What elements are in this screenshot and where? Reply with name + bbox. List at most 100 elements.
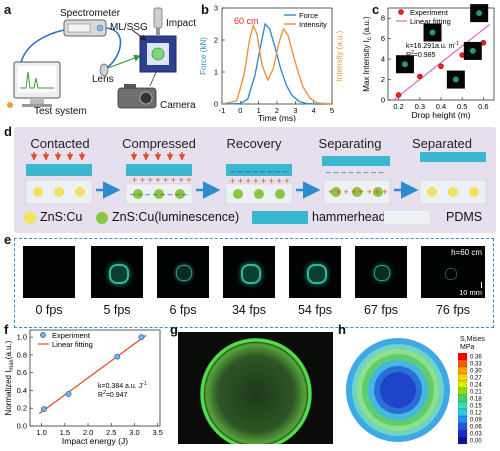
y-tick-label: 2: [214, 36, 218, 45]
panel-d-letter: d: [4, 124, 12, 139]
y-tick-label: 4: [381, 55, 385, 64]
y-axis-label-right: Intensity (a.u.): [335, 30, 344, 81]
camera-line: [149, 71, 157, 87]
y-tick-label: 0.0: [17, 422, 27, 431]
colorbar-bin: [458, 387, 468, 396]
inset-luminescence-spot: [401, 61, 408, 68]
colorbar-bin: [458, 359, 468, 368]
x-tick-label: 2: [275, 106, 279, 115]
x-tick-label: 1.5: [60, 428, 70, 437]
y-tick-label: 1: [214, 68, 218, 77]
stage-compressed: Compressed: [122, 136, 196, 151]
stress-colorbar: 0.360.330.300.270.240.210.180.150.120.09…: [458, 353, 482, 445]
y-tick-label: 0: [214, 100, 218, 109]
x-tick-label: 5: [330, 106, 334, 115]
stage-1-graphic: [25, 152, 93, 205]
series-line-intensity: [221, 23, 333, 105]
colorbar-tick-label: 0.30: [470, 369, 482, 375]
x-tick-label: 0.3: [415, 102, 425, 111]
stage-5-graphic: [419, 152, 487, 205]
label-camera: Camera: [160, 100, 196, 111]
data-point: [114, 353, 121, 360]
x-tick-label: 2.0: [83, 428, 93, 437]
legend-label: Force: [299, 11, 318, 20]
mechanism-stages-diagram: + + + + + + + + – – – – – – – – – – – – …: [25, 152, 487, 205]
experimental-setup-schematic: [7, 7, 177, 109]
label-impact: Impact: [166, 18, 197, 29]
legend-label: Linear fitting: [52, 340, 93, 349]
legend-label: Experiment: [52, 331, 91, 340]
svg-text:– – – – – – – –: – – – – – – – –: [230, 166, 288, 176]
x-tick-label: 1.0: [36, 428, 46, 437]
x-tick-label: 0.2: [393, 102, 403, 111]
legend-zns-cu-label: ZnS:Cu: [40, 210, 83, 224]
legend-marker: [40, 332, 46, 338]
frame-0fps: [23, 246, 75, 298]
colorbar-tick-label: 0.27: [470, 376, 482, 382]
scale-bar: [481, 282, 482, 288]
label-test-system: Test system: [34, 106, 87, 117]
y-tick-label: 3: [214, 4, 218, 13]
frame-label-0: 0 fps: [35, 303, 63, 317]
spectrometer-icon: [63, 19, 107, 37]
panel-a-letter: a: [4, 2, 12, 17]
colorbar-tick-label: 0.24: [470, 383, 482, 389]
x-tick-label: -1: [219, 106, 226, 115]
colorbar-bin: [458, 429, 468, 438]
y-tick-label: 2: [381, 75, 385, 84]
y-axis-label-left: Force (kN): [199, 37, 208, 75]
colorbar-tick-label: 0.36: [470, 355, 482, 361]
colorbar-bin: [458, 415, 468, 424]
data-point: [438, 63, 444, 70]
legend-pdms-swatch: [384, 211, 430, 224]
data-point: [395, 92, 402, 98]
x-tick-label: 2.5: [106, 428, 116, 437]
inset-luminescence-spot: [469, 47, 476, 54]
intensity-vs-height-chart: 0.2 0.3 0.4 0.5 0.6 0 2 4 6 8 Drop height (m) Max I…: [362, 4, 495, 120]
fit-r2-annotation: R2=0.947: [98, 390, 128, 399]
frame-34fps: [223, 246, 275, 298]
test-system-monitor-icon: [7, 61, 61, 108]
svg-text:– – – – – – – –: – – – – – – – –: [326, 167, 384, 177]
frame-label-1: 5 fps: [103, 303, 131, 317]
frame-5fps: [91, 246, 143, 298]
legend-zns-cu-lum-label: ZnS:Cu(luminescence): [112, 210, 240, 224]
colorbar-bin: [458, 380, 468, 389]
x-tick-label: 3.0: [129, 428, 139, 437]
frame-label-2: 6 fps: [169, 303, 197, 317]
svg-text:+ + + + + + + +: + + + + + + + +: [230, 176, 290, 186]
colorbar-tick-label: 0.15: [470, 404, 482, 410]
data-point: [40, 406, 47, 413]
panel-b-letter: b: [201, 2, 209, 17]
y-tick-label: 0.4: [17, 386, 27, 395]
data-point: [417, 73, 423, 80]
stage-separating: Separating: [318, 136, 382, 151]
panel-h-letter: h: [338, 322, 346, 337]
frame-label-4: 54 fps: [297, 303, 333, 317]
colorbar-title-line-2: MPa: [460, 344, 475, 351]
stage-2-graphic: + + + + + + + + – – – – – – – –: [125, 152, 193, 205]
stage-4-graphic: – – – – – – – – + + + + + + + +: [322, 156, 391, 205]
data-point: [138, 334, 145, 341]
label-spectrometer: Spectrometer: [60, 8, 121, 19]
label-lens: Lens: [92, 74, 114, 85]
legend-label: Linear fitting: [410, 17, 451, 26]
x-tick-label: 3: [293, 106, 297, 115]
plot-frame: [29, 329, 161, 427]
colorbar-tick-label: 0.09: [470, 418, 482, 424]
legend-zns-cu-swatch: [24, 212, 36, 224]
x-tick-label: 0.4: [436, 102, 446, 111]
impact-hammer-icon: [153, 7, 163, 36]
frame-label-3: 34 fps: [231, 303, 267, 317]
legend-zns-cu-lum-swatch: [96, 212, 108, 224]
frame-76fps: h=60 cm 10 mm: [421, 246, 485, 298]
panel-c-letter: c: [372, 2, 380, 17]
fit-line: [38, 334, 147, 415]
y-tick-label: 0.6: [17, 368, 27, 377]
chart-annotation: 60 cm: [234, 16, 259, 26]
frames-dashed-border: [14, 238, 494, 328]
scale-note: 10 mm: [459, 288, 482, 297]
y-axis-label: Max Intensity Ic (a.u.): [362, 16, 373, 92]
legend-label: Experiment: [410, 8, 449, 17]
